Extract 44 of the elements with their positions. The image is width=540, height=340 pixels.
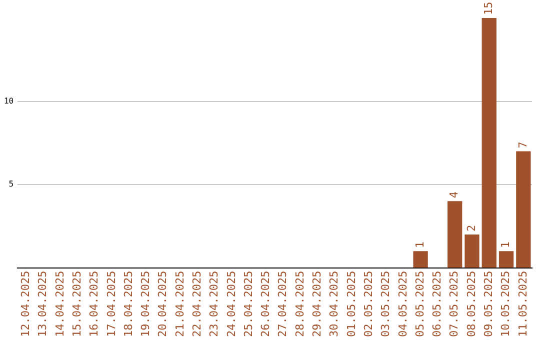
x-tick-label: 04.05.2025 bbox=[396, 270, 410, 338]
x-tick-label: 27.04.2025 bbox=[276, 270, 290, 338]
data-label: 2 bbox=[464, 224, 478, 232]
x-tick-label: 30.04.2025 bbox=[328, 270, 341, 338]
bar bbox=[448, 201, 462, 268]
x-tick-label: 16.04.2025 bbox=[88, 270, 101, 338]
x-tick-label: 08.05.2025 bbox=[464, 270, 478, 338]
x-tick-label: 06.05.2025 bbox=[430, 270, 444, 338]
y-tick-label: 10 bbox=[4, 96, 14, 106]
x-tick-label: 17.04.2025 bbox=[104, 270, 118, 338]
data-label: 4 bbox=[448, 191, 461, 198]
x-tick-label: 29.04.2025 bbox=[310, 270, 324, 338]
bar bbox=[516, 151, 531, 268]
data-label: 15 bbox=[482, 2, 495, 15]
x-tick-label: 25.04.2025 bbox=[242, 270, 255, 338]
x-tick-label: 11.05.2025 bbox=[516, 270, 530, 338]
x-tick-label: 28.04.2025 bbox=[293, 270, 306, 338]
data-label: 1 bbox=[413, 242, 426, 248]
y-tick-label: 5 bbox=[8, 180, 14, 189]
x-tick-label: 18.04.2025 bbox=[122, 270, 135, 338]
x-tick-label: 21.04.2025 bbox=[173, 270, 186, 338]
x-tick-label: 10.05.2025 bbox=[499, 270, 512, 338]
x-tick-label: 12.04.2025 bbox=[19, 270, 32, 338]
data-label: 1 bbox=[499, 242, 512, 248]
bar bbox=[413, 251, 428, 268]
x-tick-label: 26.04.2025 bbox=[259, 270, 272, 338]
bar bbox=[498, 251, 514, 268]
x-tick-label: 23.04.2025 bbox=[208, 270, 221, 338]
x-tick-label: 20.04.2025 bbox=[156, 270, 170, 338]
x-tick-label: 24.04.2025 bbox=[224, 270, 238, 338]
x-tick-label: 09.05.2025 bbox=[482, 270, 495, 338]
x-tick-label: 02.05.2025 bbox=[362, 270, 375, 338]
x-tick-label: 01.05.2025 bbox=[344, 270, 358, 338]
x-tick-label: 15.04.2025 bbox=[70, 270, 84, 338]
data-label: 7 bbox=[516, 142, 530, 148]
bar bbox=[482, 18, 496, 268]
x-tick-label: 13.04.2025 bbox=[36, 270, 50, 338]
x-tick-label: 19.04.2025 bbox=[139, 270, 152, 338]
x-tick-label: 05.05.2025 bbox=[413, 270, 426, 338]
x-tick-label: 03.05.2025 bbox=[379, 270, 392, 338]
x-tick-label: 22.04.2025 bbox=[190, 270, 204, 338]
x-tick-label: 14.04.2025 bbox=[53, 270, 66, 338]
x-tick-label: 07.05.2025 bbox=[448, 270, 461, 338]
bar bbox=[464, 234, 480, 268]
